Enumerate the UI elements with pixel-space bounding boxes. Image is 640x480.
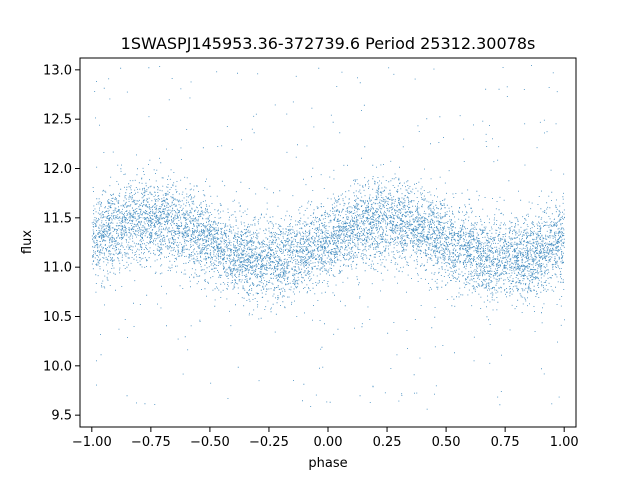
x-tick-label: −0.50 [190,435,230,450]
y-tick-label: 10.5 [43,310,72,325]
x-axis-ticks: −1.00 −0.75 −0.50 −0.25 0.00 0.25 0.50 0.75 1.00 [72,427,579,450]
y-tick-label: 9.5 [51,409,72,424]
y-axis-label: flux [20,230,35,254]
y-tick-label: 12.5 [43,113,72,128]
x-tick-label: 0.25 [373,435,402,450]
y-tick-label: 13.0 [43,63,72,78]
x-tick-label: −1.00 [72,435,112,450]
y-tick-label: 11.0 [43,261,72,276]
x-tick-label: 0.00 [314,435,343,450]
y-tick-label: 11.5 [43,211,72,226]
chart-title: 1SWASPJ145953.36-372739.6 Period 25312.3… [121,34,536,53]
x-tick-label: −0.75 [131,435,171,450]
data-points [91,65,566,410]
flux-series-points [91,65,566,410]
x-tick-label: 0.75 [491,435,520,450]
y-tick-label: 12.0 [43,162,72,177]
x-tick-label: −0.25 [249,435,289,450]
x-axis-label: phase [308,456,347,471]
y-axis-ticks: 9.5 10.0 10.5 11.0 11.5 12.0 12.5 13.0 [43,63,80,424]
x-tick-label: 1.00 [550,435,579,450]
x-tick-label: 0.50 [432,435,461,450]
y-tick-label: 10.0 [43,359,72,374]
